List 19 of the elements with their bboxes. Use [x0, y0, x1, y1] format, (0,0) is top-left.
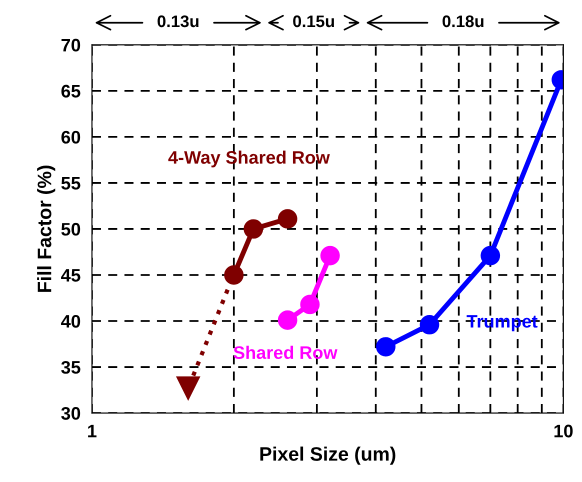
text: 4-Way Shared Row	[168, 150, 330, 168]
y-axis-title: Fill Factor (%)	[37, 166, 56, 292]
series-label: Trumpet	[466, 315, 538, 332]
y-tick-label: 50	[61, 222, 80, 236]
y-tick-label: 55	[61, 177, 80, 190]
x-tick-label: 1	[88, 424, 96, 438]
series-label: Shared Row	[234, 346, 338, 359]
y-tick-label: 45	[61, 269, 80, 282]
y-tick-label: 65	[61, 84, 80, 98]
y-tick-label: 60	[61, 130, 80, 144]
y-tick-label: 70	[62, 38, 80, 52]
text: 0.18u	[442, 15, 484, 28]
y-tick-label: 35	[61, 360, 80, 374]
text: 0.13u	[158, 15, 198, 28]
text: 0.15u	[293, 15, 334, 28]
x-axis-title: Pixel Size (um)	[260, 446, 396, 465]
y-tick-label: 40	[61, 314, 80, 328]
y-tick-label: 30	[61, 407, 80, 420]
x-tick-label: 10	[554, 424, 573, 438]
